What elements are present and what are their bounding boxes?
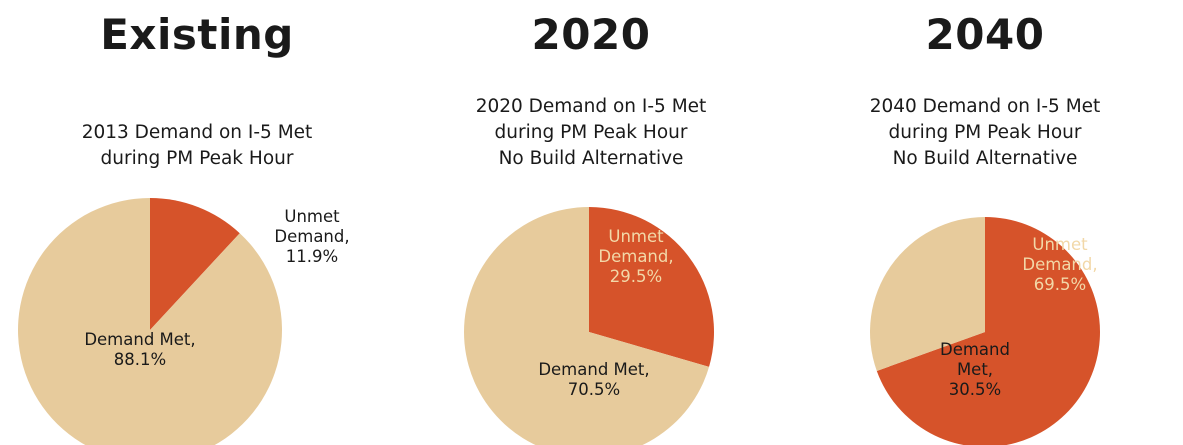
chart-title: 2040 Demand on I-5 Met during PM Peak Ho… [788,94,1182,172]
data-label-demand-met: Demand Met, 88.1% [84,330,195,369]
chart-title-line: during PM Peak Hour [888,122,1082,143]
chart-title: 2013 Demand on I-5 Met during PM Peak Ho… [0,120,394,172]
pie-chart-existing: Unmet Demand, 11.9% Demand Met, 88.1% [18,198,350,445]
pie-slice-demand-met [870,216,985,371]
pie-slice-demand-met [18,198,282,445]
data-label-line: 88.1% [114,350,166,369]
data-label-line: 11.9% [286,247,338,266]
data-label-unmet-demand: Unmet Demand, 69.5% [1022,235,1097,294]
data-label-unmet-demand: Unmet Demand, 11.9% [274,207,349,266]
chart-heading: Existing [100,10,294,59]
pie-slices [870,216,1100,445]
data-label-demand-met: Demand Met, 30.5% [940,340,1010,399]
data-label-line: Demand, [1022,255,1097,274]
chart-panel-2020: 2020 2020 Demand on I-5 Met during PM Pe… [394,0,788,445]
chart-panel-2040: 2040 2040 Demand on I-5 Met during PM Pe… [788,0,1182,445]
data-label-demand-met: Demand Met, 70.5% [538,360,649,399]
pie-slice-unmet-demand [589,207,714,367]
data-label-line: 30.5% [949,380,1001,399]
chart-title-line: during PM Peak Hour [100,148,294,169]
pie-slice-unmet-demand [876,217,1100,445]
chart-panel-existing: Existing 2013 Demand on I-5 Met during P… [0,0,394,445]
data-label-line: Unmet [608,227,664,246]
pie-slices [464,207,714,445]
data-label-line: 69.5% [1034,275,1086,294]
data-label-line: 29.5% [610,267,662,286]
chart-title-line: during PM Peak Hour [494,122,688,143]
data-label-line: Demand Met, [84,330,195,349]
data-label-line: Demand, [274,227,349,246]
pie-chart-2020: Unmet Demand, 29.5% Demand Met, 70.5% [464,207,714,445]
chart-title-line: 2013 Demand on I-5 Met [81,122,313,143]
pie-chart-2040: Unmet Demand, 69.5%Demand Met, 30.5% [870,216,1100,445]
data-label-line: Demand Met, [538,360,649,379]
pie-slice-unmet-demand [150,198,240,330]
pie-slice-demand-met [464,207,710,445]
data-label-line: Demand [940,340,1010,359]
chart-title-line: No Build Alternative [498,148,684,169]
pie-slices [18,198,282,445]
chart-heading: 2020 [531,10,651,59]
chart-title: 2020 Demand on I-5 Met during PM Peak Ho… [394,94,788,172]
data-label-line: Demand, [598,247,673,266]
chart-title-line: 2020 Demand on I-5 Met [475,96,707,117]
data-label-line: Unmet [1032,235,1088,254]
chart-title-line: 2040 Demand on I-5 Met [869,96,1101,117]
data-label-unmet-demand: Unmet Demand, 29.5% [598,227,673,286]
data-label-line: Unmet [284,207,340,226]
data-label-line: Met, [957,360,993,379]
chart-heading: 2040 [925,10,1045,59]
data-label-line: 70.5% [568,380,620,399]
chart-title-line: No Build Alternative [892,148,1078,169]
